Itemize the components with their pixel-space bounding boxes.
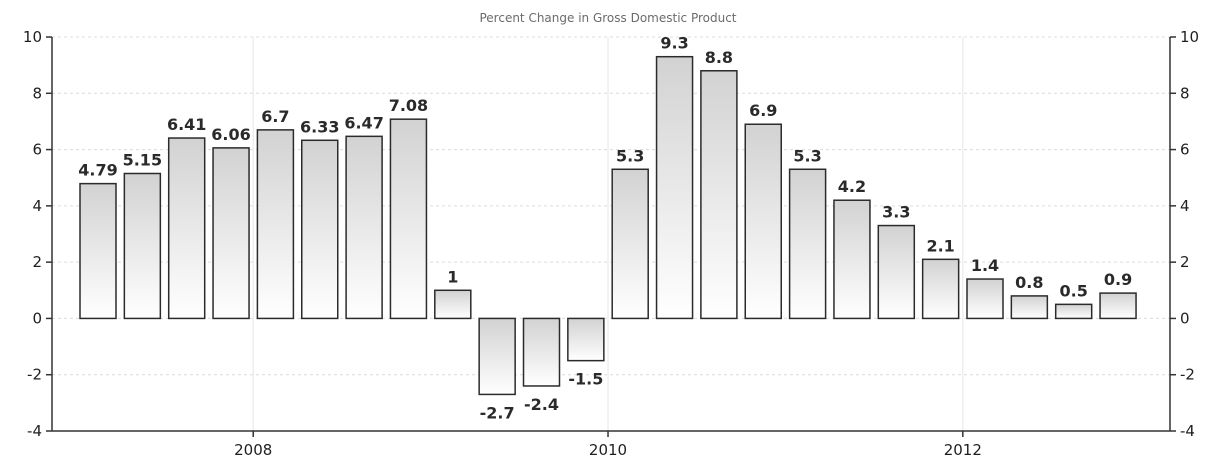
data-label: 9.3 (660, 34, 688, 53)
y-tick-label-left: 0 (32, 309, 42, 327)
data-label: 6.33 (300, 117, 339, 136)
value-labels: 4.79 5.15 6.41 6.06 6.7 6.33 6.47 7.08 1 -2.7 -2.4… (78, 34, 1132, 423)
y-tick-label-right: -2 (1180, 366, 1195, 384)
bar (345, 135, 383, 320)
y-tick-label-right: 8 (1180, 84, 1190, 102)
y-tick-label-right: 10 (1180, 28, 1199, 46)
bar (79, 182, 117, 320)
bar (522, 317, 561, 387)
y-tick-label-right: 6 (1180, 141, 1190, 159)
bar (877, 224, 916, 320)
data-label: 5.3 (793, 146, 821, 165)
y-tick-label-left: 2 (32, 253, 42, 271)
data-label: 6.41 (167, 115, 206, 134)
data-label: 5.3 (616, 146, 644, 165)
data-label: 7.08 (389, 96, 428, 115)
y-tick-label-left: 8 (32, 84, 42, 102)
data-label: 0.8 (1015, 273, 1043, 292)
bar (301, 139, 339, 320)
bar (966, 278, 1004, 320)
x-tick-label: 2012 (944, 441, 982, 459)
data-label: 1 (447, 267, 458, 286)
bar (389, 118, 428, 320)
data-label: 4.79 (78, 161, 117, 180)
bar (1099, 292, 1137, 320)
bar (478, 317, 516, 396)
bar (921, 258, 960, 320)
bar (567, 317, 605, 362)
data-label: 4.2 (838, 177, 866, 196)
y-tick-label-right: -4 (1180, 422, 1195, 440)
bar (611, 168, 649, 320)
bar (167, 137, 206, 320)
bar (1054, 303, 1093, 320)
bar (833, 199, 871, 320)
data-label: -2.4 (524, 395, 559, 414)
bars (79, 55, 1137, 396)
bar (212, 147, 250, 320)
data-label: 1.4 (971, 256, 999, 275)
y-tick-label-left: 6 (32, 141, 42, 159)
bar (434, 289, 472, 320)
x-tick-label: 2010 (589, 441, 627, 459)
bar (744, 123, 782, 320)
bar (655, 55, 694, 320)
bar (256, 129, 295, 320)
bar (700, 70, 738, 320)
data-label: 5.15 (123, 150, 162, 169)
chart-title: Percent Change in Gross Domestic Product (479, 11, 736, 25)
data-label: 6.47 (344, 113, 383, 132)
x-tick-label: 2008 (234, 441, 272, 459)
y-tick-label-right: 2 (1180, 253, 1190, 271)
y-tick-label-left: -2 (27, 366, 42, 384)
data-label: 0.5 (1060, 281, 1088, 300)
y-tick-label-left: -4 (27, 422, 42, 440)
y-tick-label-left: 10 (23, 28, 42, 46)
data-label: 6.7 (261, 107, 289, 126)
y-tick-label-right: 0 (1180, 309, 1190, 327)
data-label: 3.3 (882, 203, 910, 222)
axes: 10 10 8 8 6 6 4 4 2 2 0 0 -2 -2 -4 -4 2008 2010 2012 (23, 28, 1199, 459)
data-label: 6.9 (749, 101, 777, 120)
y-tick-label-left: 4 (32, 197, 42, 215)
data-label: 8.8 (705, 48, 733, 67)
y-tick-label-right: 4 (1180, 197, 1190, 215)
data-label: 2.1 (926, 236, 954, 255)
bar (1010, 295, 1049, 320)
data-label: 6.06 (211, 125, 250, 144)
data-label: 0.9 (1104, 270, 1132, 289)
bar (788, 168, 827, 320)
data-label: -2.7 (480, 403, 515, 422)
data-label: -1.5 (568, 370, 603, 389)
bar (123, 172, 162, 320)
